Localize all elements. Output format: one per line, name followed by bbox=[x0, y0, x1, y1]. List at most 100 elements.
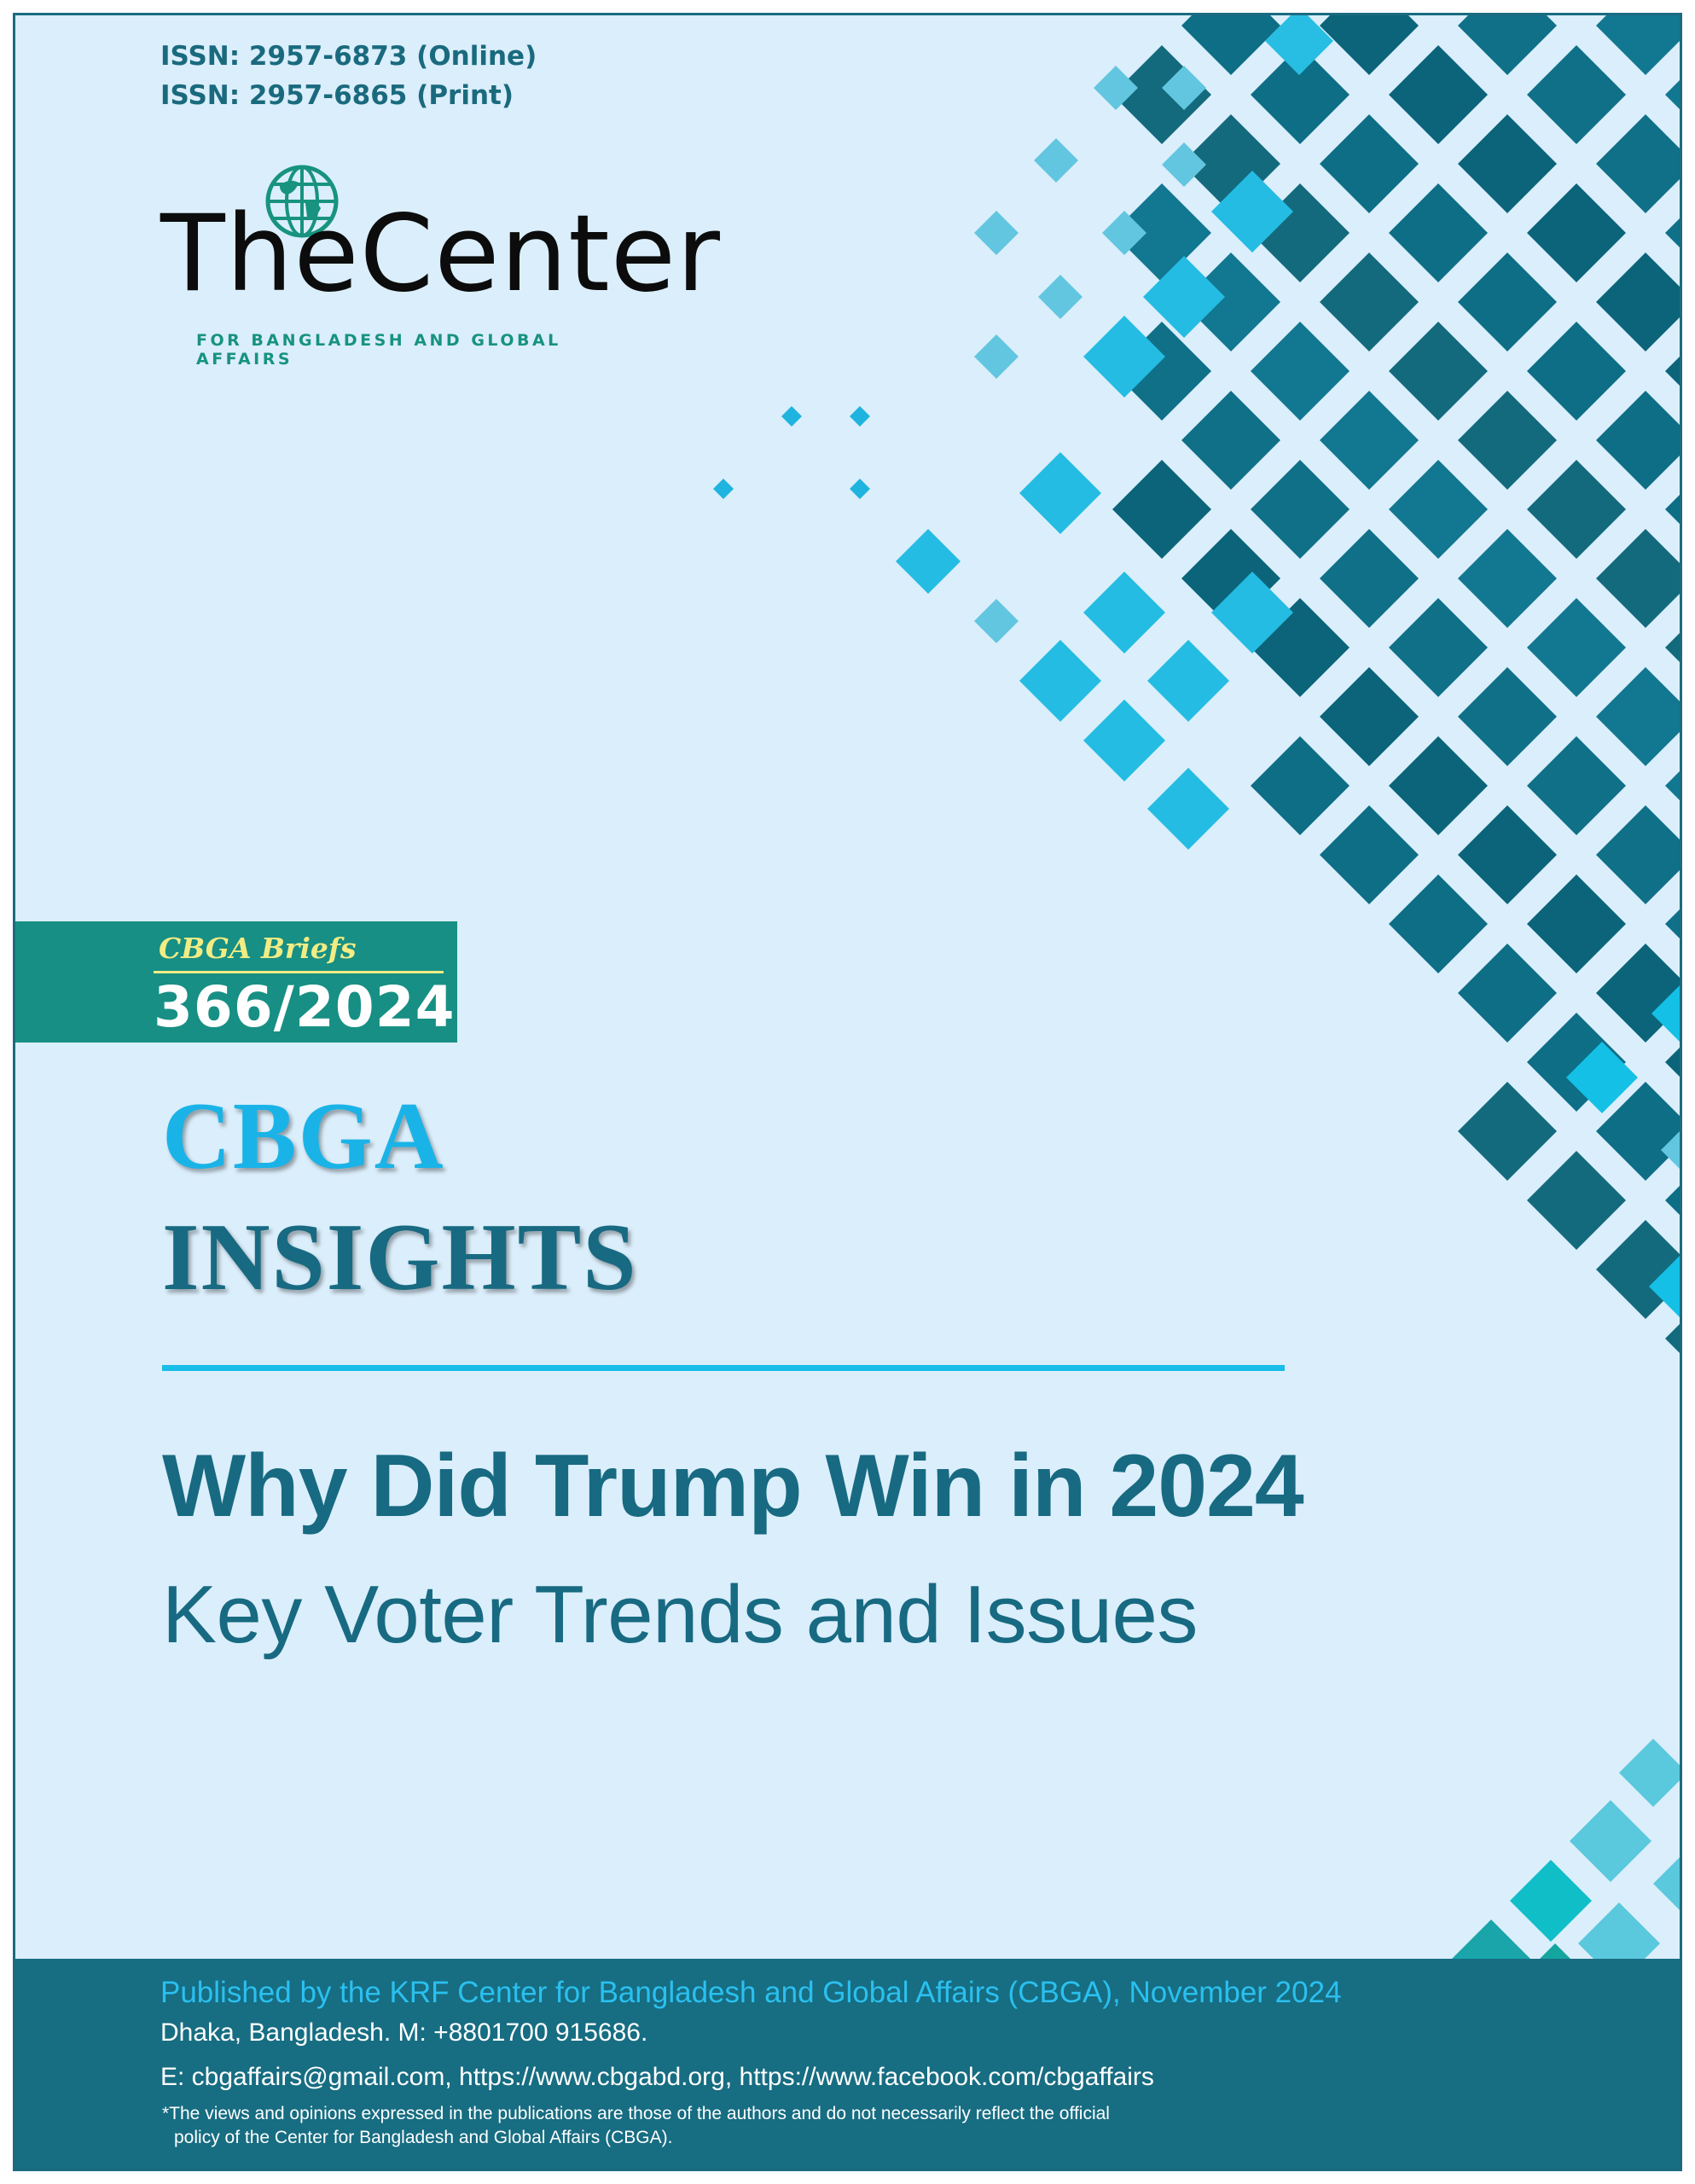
mosaic-diamond bbox=[781, 406, 802, 427]
issn-online: ISSN: 2957-6873 (Online) bbox=[160, 41, 537, 72]
mosaic-diamond bbox=[1665, 495, 1680, 524]
mosaic-diamond bbox=[1389, 460, 1488, 559]
mosaic-diamond bbox=[1458, 1082, 1557, 1181]
mosaic-diamond bbox=[1147, 768, 1229, 850]
mosaic-diamond bbox=[1458, 944, 1557, 1043]
mosaic-diamond bbox=[1162, 66, 1206, 110]
mosaic-diamond bbox=[1320, 15, 1419, 75]
mosaic-diamond bbox=[1181, 391, 1280, 490]
globe-icon bbox=[265, 165, 339, 238]
mosaic-diamond bbox=[1665, 771, 1680, 800]
mosaic-diamond bbox=[1651, 985, 1680, 1042]
mosaic-diamond bbox=[1389, 736, 1488, 835]
mosaic-diamond bbox=[1566, 1042, 1638, 1113]
mosaic-diamond bbox=[1661, 1131, 1680, 1169]
mosaic-diamond bbox=[1019, 452, 1101, 534]
mosaic-diamond bbox=[1596, 391, 1680, 490]
mosaic-diamond bbox=[1527, 874, 1626, 973]
mosaic-diamond bbox=[1251, 322, 1350, 421]
logo-tagline: FOR BANGLADESH AND GLOBAL AFFAIRS bbox=[196, 331, 561, 369]
mosaic-diamond bbox=[1181, 15, 1280, 75]
mosaic-diamond bbox=[1665, 80, 1680, 109]
mosaic-diamond bbox=[1320, 114, 1419, 213]
mosaic-diamond bbox=[1665, 218, 1680, 247]
footer-contact: E: cbgaffairs@gmail.com, https://www.cbg… bbox=[160, 2063, 1154, 2091]
mosaic-diamond bbox=[1527, 736, 1626, 835]
mosaic-diamond bbox=[1665, 1324, 1680, 1353]
mosaic-diamond bbox=[1510, 1860, 1592, 1942]
mosaic-diamond bbox=[1527, 1151, 1626, 1250]
mosaic-diamond bbox=[1251, 45, 1350, 144]
mosaic-diamond bbox=[1527, 322, 1626, 421]
mosaic-diamond bbox=[1034, 138, 1078, 183]
mosaic-diamond bbox=[1083, 316, 1165, 398]
mosaic-diamond bbox=[1265, 15, 1333, 75]
mosaic-diamond bbox=[1320, 253, 1419, 351]
mosaic-diamond bbox=[1527, 183, 1626, 282]
logo-wordmark: TheCenter bbox=[160, 193, 721, 316]
mosaic-diamond bbox=[1251, 460, 1350, 559]
mosaic-diamond bbox=[1665, 909, 1680, 938]
mosaic-diamond bbox=[1112, 183, 1211, 282]
document-headline: Why Did Trump Win in 2024 bbox=[162, 1437, 1304, 1536]
mosaic-diamond bbox=[1596, 253, 1680, 351]
mosaic-diamond bbox=[896, 529, 961, 594]
mosaic-diamond bbox=[713, 479, 734, 499]
mosaic-diamond bbox=[1619, 1739, 1680, 1807]
document-subheadline: Key Voter Trends and Issues bbox=[162, 1569, 1198, 1660]
mosaic-diamond bbox=[1458, 529, 1557, 628]
series-title-insights: INSIGHTS bbox=[162, 1205, 638, 1310]
center-logo: TheCenter FOR BANGLADESH AND GLOBAL AFFA… bbox=[160, 160, 720, 369]
mosaic-diamond bbox=[1143, 256, 1225, 338]
mosaic-diamond bbox=[1162, 142, 1206, 187]
mosaic-diamond bbox=[1527, 598, 1626, 697]
footer-disclaimer: *The views and opinions expressed in the… bbox=[162, 2104, 1110, 2123]
mosaic-diamond bbox=[1596, 529, 1680, 628]
mosaic-diamond bbox=[1389, 183, 1488, 282]
mosaic-diamond bbox=[1211, 171, 1293, 253]
mosaic-diamond bbox=[1320, 805, 1419, 904]
mosaic-diamond bbox=[974, 211, 1019, 255]
mosaic-diamond bbox=[1112, 460, 1211, 559]
mosaic-diamond bbox=[1389, 322, 1488, 421]
mosaic-diamond bbox=[1458, 114, 1557, 213]
brief-badge: CBGA Briefs 366/2024 bbox=[15, 921, 457, 1043]
mosaic-diamond bbox=[974, 334, 1019, 379]
mosaic-diamond bbox=[1527, 45, 1626, 144]
mosaic-diamond bbox=[1665, 1048, 1680, 1077]
mosaic-diamond bbox=[1596, 114, 1680, 213]
footer-publisher: Published by the KRF Center for Banglade… bbox=[160, 1976, 1342, 2009]
mosaic-diamond bbox=[1083, 572, 1165, 653]
mosaic-diamond bbox=[1458, 805, 1557, 904]
mosaic-diamond bbox=[1083, 700, 1165, 781]
mosaic-diamond bbox=[1320, 391, 1419, 490]
mosaic-diamond bbox=[1389, 598, 1488, 697]
mosaic-diamond bbox=[1596, 15, 1680, 75]
mosaic-diamond bbox=[1102, 211, 1146, 255]
brief-divider bbox=[154, 971, 444, 973]
mosaic-diamond bbox=[1320, 529, 1419, 628]
mosaic-diamond bbox=[1019, 640, 1101, 722]
mosaic-diamond bbox=[1665, 357, 1680, 386]
mosaic-diamond bbox=[1389, 874, 1488, 973]
mosaic-diamond bbox=[1653, 1857, 1680, 1910]
brief-number: 366/2024 bbox=[154, 974, 456, 1040]
mosaic-diamond bbox=[1038, 275, 1083, 319]
mosaic-diamond bbox=[1596, 805, 1680, 904]
brief-label: CBGA Briefs bbox=[159, 932, 357, 965]
mosaic-diamond bbox=[1596, 667, 1680, 766]
mosaic-diamond bbox=[850, 479, 870, 499]
mosaic-diamond bbox=[1570, 1800, 1651, 1882]
mosaic-diamond bbox=[1458, 391, 1557, 490]
mosaic-diamond bbox=[1211, 572, 1293, 653]
footer-address: Dhaka, Bangladesh. M: +8801700 915686. bbox=[160, 2018, 648, 2047]
mosaic-diamond bbox=[974, 599, 1019, 643]
cover-page: ISSN: 2957-6873 (Online) ISSN: 2957-6865… bbox=[15, 15, 1680, 2169]
mosaic-diamond bbox=[1458, 253, 1557, 351]
mosaic-diamond bbox=[1181, 253, 1280, 351]
mosaic-diamond bbox=[1665, 633, 1680, 662]
mosaic-diamond bbox=[1649, 1256, 1680, 1317]
mosaic-diamond bbox=[1458, 15, 1557, 75]
mosaic-diamond bbox=[1147, 640, 1229, 722]
publisher-footer: Published by the KRF Center for Banglade… bbox=[15, 1959, 1680, 2169]
